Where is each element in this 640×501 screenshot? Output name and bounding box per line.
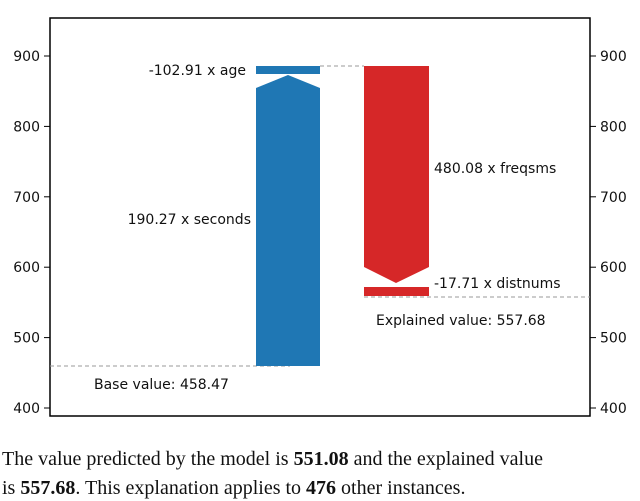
caption-text: other instances.	[336, 477, 466, 499]
ytick-label-right: 900	[600, 49, 627, 65]
base-value-label: Base value: 458.47	[94, 377, 229, 393]
ytick-label-left: 500	[13, 331, 40, 347]
caption-text: and the explained value	[348, 448, 543, 470]
label-distnums: -17.71 x distnums	[434, 276, 561, 292]
waterfall-chart: 400 400 500 500 600 600 700 700 800 800 900 900 190…	[13, 17, 627, 417]
ytick-label-left: 400	[13, 401, 40, 417]
caption-line-1: The value predicted by the model is 551.…	[2, 448, 543, 471]
ytick-label-right: 700	[600, 190, 627, 206]
bar-seconds	[256, 75, 320, 366]
ytick-label-left: 700	[13, 190, 40, 206]
caption-line-2: is 557.68. This explanation applies to 4…	[2, 477, 465, 500]
bar-distnums	[364, 287, 429, 296]
ytick-label-left: 600	[13, 260, 40, 276]
label-seconds: 190.27 x seconds	[128, 212, 251, 228]
ytick-label-left: 900	[13, 49, 40, 65]
label-age: -102.91 x age	[149, 63, 246, 79]
ytick-label-right: 400	[600, 401, 627, 417]
caption-text: is	[2, 477, 21, 499]
ytick-label-left: 800	[13, 119, 40, 135]
plot-frame	[49, 17, 591, 417]
bar-age	[256, 66, 320, 74]
label-freqsms: 480.08 x freqsms	[434, 161, 556, 177]
ytick-label-right: 800	[600, 119, 627, 135]
explained-value-label: Explained value: 557.68	[376, 313, 546, 329]
ytick-label-right: 500	[600, 331, 627, 347]
explained-value: 557.68	[20, 477, 76, 499]
predicted-value: 551.08	[293, 448, 349, 470]
caption-text: . This explanation applies to	[75, 477, 307, 499]
caption-text: The value predicted by the model is	[2, 448, 294, 470]
ytick-label-right: 600	[600, 260, 627, 276]
instance-count: 476	[306, 477, 337, 499]
bar-freqsms	[364, 66, 429, 283]
